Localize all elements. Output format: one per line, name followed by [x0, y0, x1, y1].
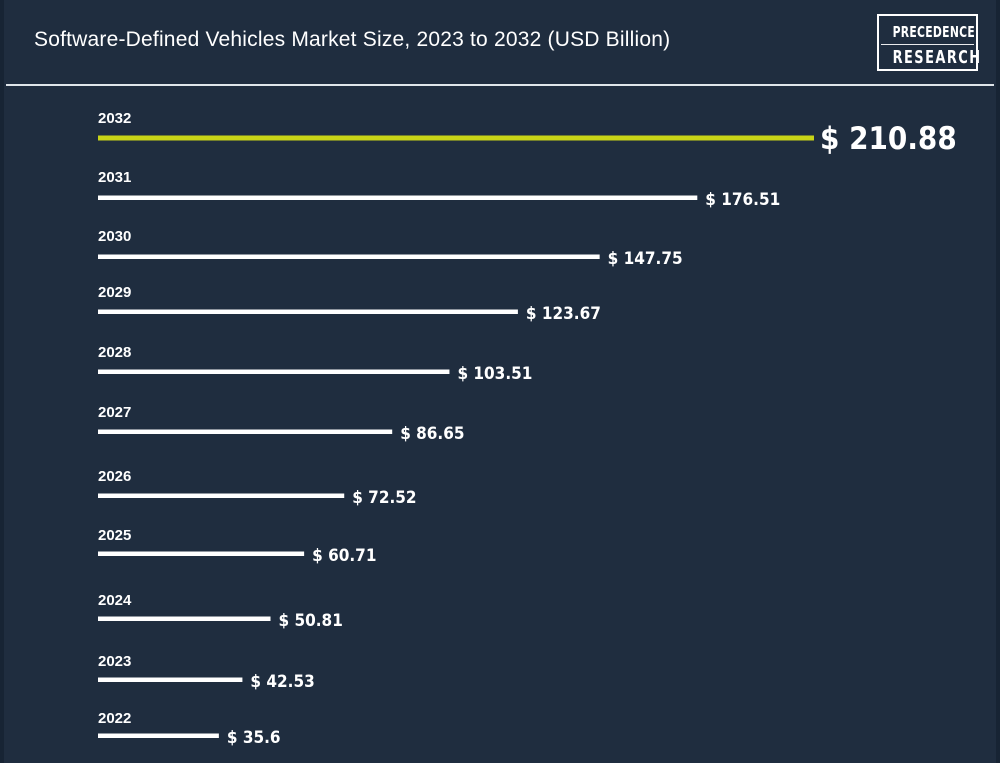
value-label-2031: $ 176.51 [705, 190, 780, 210]
year-label-2025: 2025 [98, 527, 131, 544]
left-border [0, 0, 4, 763]
brand-logo: PRECEDENCE RESEARCH [877, 14, 982, 71]
bar-2025 [98, 551, 305, 556]
bar-2024 [98, 616, 271, 621]
year-label-2024: 2024 [98, 592, 132, 609]
year-label-2032: 2032 [98, 110, 131, 127]
year-label-2022: 2022 [98, 710, 131, 727]
value-label-2032: $ 210.88 [820, 121, 957, 157]
year-label-2026: 2026 [98, 468, 131, 485]
year-label-2031: 2031 [98, 169, 131, 186]
logo-line-1: PRECEDENCE [892, 23, 976, 41]
value-label-2022: $ 35.6 [227, 728, 281, 748]
logo-divider [881, 44, 974, 45]
value-label-2029: $ 123.67 [526, 304, 601, 324]
chart-title: Software-Defined Vehicles Market Size, 2… [34, 28, 671, 51]
bar-2023 [98, 677, 243, 682]
year-label-2030: 2030 [98, 228, 131, 245]
year-label-2028: 2028 [98, 344, 131, 361]
year-label-2023: 2023 [98, 653, 131, 670]
value-label-2027: $ 86.65 [400, 424, 464, 444]
bar-2029 [98, 309, 518, 314]
value-label-2030: $ 147.75 [608, 249, 683, 269]
bar-2032 [98, 135, 814, 141]
year-label-2027: 2027 [98, 404, 131, 421]
value-label-2023: $ 42.53 [250, 672, 314, 692]
bar-2028 [98, 369, 450, 374]
logo-line-2: RESEARCH [892, 47, 982, 68]
value-label-2024: $ 50.81 [279, 611, 343, 631]
value-label-2028: $ 103.51 [457, 364, 532, 384]
year-label-2029: 2029 [98, 284, 131, 301]
value-label-2025: $ 60.71 [312, 546, 376, 566]
bar-2031 [98, 195, 698, 200]
bar-2027 [98, 429, 393, 434]
bar-2026 [98, 493, 345, 498]
right-border [996, 0, 1000, 763]
bar-2022 [98, 733, 219, 738]
bar-2030 [98, 254, 600, 259]
title-divider [6, 84, 994, 86]
value-label-2026: $ 72.52 [352, 488, 416, 508]
